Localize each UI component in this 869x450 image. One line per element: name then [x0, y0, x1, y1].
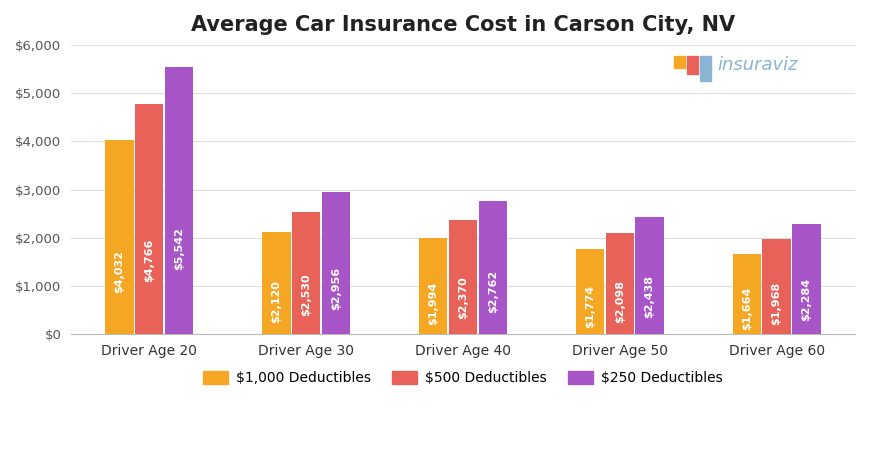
Bar	[732, 254, 760, 334]
Text: $1,774: $1,774	[584, 285, 594, 328]
Bar	[761, 239, 790, 334]
Text: $2,762: $2,762	[488, 270, 497, 313]
Legend: $1,000 Deductibles, $500 Deductibles, $250 Deductibles: $1,000 Deductibles, $500 Deductibles, $2…	[197, 365, 728, 391]
Bar	[262, 232, 290, 334]
Text: $1,968: $1,968	[771, 282, 780, 325]
Bar	[448, 220, 476, 334]
Text: $2,438: $2,438	[644, 275, 653, 318]
Text: $5,542: $5,542	[174, 227, 184, 270]
Text: $2,098: $2,098	[614, 280, 624, 324]
Text: insuraviz: insuraviz	[717, 56, 798, 74]
Bar	[575, 249, 603, 334]
Bar	[322, 192, 349, 334]
Bar	[105, 140, 134, 334]
Text: $4,032: $4,032	[115, 251, 124, 293]
Bar	[135, 104, 163, 334]
Text: $1,664: $1,664	[741, 287, 751, 330]
Text: $2,530: $2,530	[301, 274, 311, 316]
Text: $2,120: $2,120	[271, 280, 281, 323]
Bar	[292, 212, 320, 334]
Bar	[478, 201, 507, 334]
Text: $4,766: $4,766	[144, 239, 154, 282]
Title: Average Car Insurance Cost in Carson City, NV: Average Car Insurance Cost in Carson Cit…	[190, 15, 734, 35]
Bar	[605, 233, 634, 334]
Bar	[165, 67, 193, 334]
Bar	[634, 216, 663, 334]
Bar	[792, 224, 819, 334]
Text: $2,284: $2,284	[800, 277, 811, 320]
Bar	[419, 238, 447, 334]
Text: $2,956: $2,956	[330, 267, 341, 310]
Text: $2,370: $2,370	[457, 276, 468, 319]
Text: $1,994: $1,994	[428, 282, 438, 325]
